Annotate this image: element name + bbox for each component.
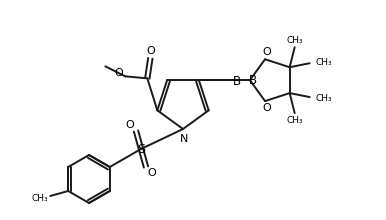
Text: CH₃: CH₃ (315, 94, 332, 103)
Text: O: O (147, 168, 156, 178)
Text: O: O (125, 120, 134, 130)
Text: S: S (137, 143, 145, 156)
Text: B: B (233, 75, 241, 88)
Text: N: N (180, 134, 188, 144)
Text: B: B (249, 74, 257, 87)
Text: CH₃: CH₃ (32, 194, 49, 202)
Text: CH₃: CH₃ (286, 116, 303, 125)
Text: O: O (146, 46, 155, 56)
Text: O: O (263, 103, 271, 113)
Text: O: O (263, 47, 271, 57)
Text: CH₃: CH₃ (286, 36, 303, 45)
Text: CH₃: CH₃ (315, 58, 332, 67)
Text: O: O (114, 68, 123, 78)
